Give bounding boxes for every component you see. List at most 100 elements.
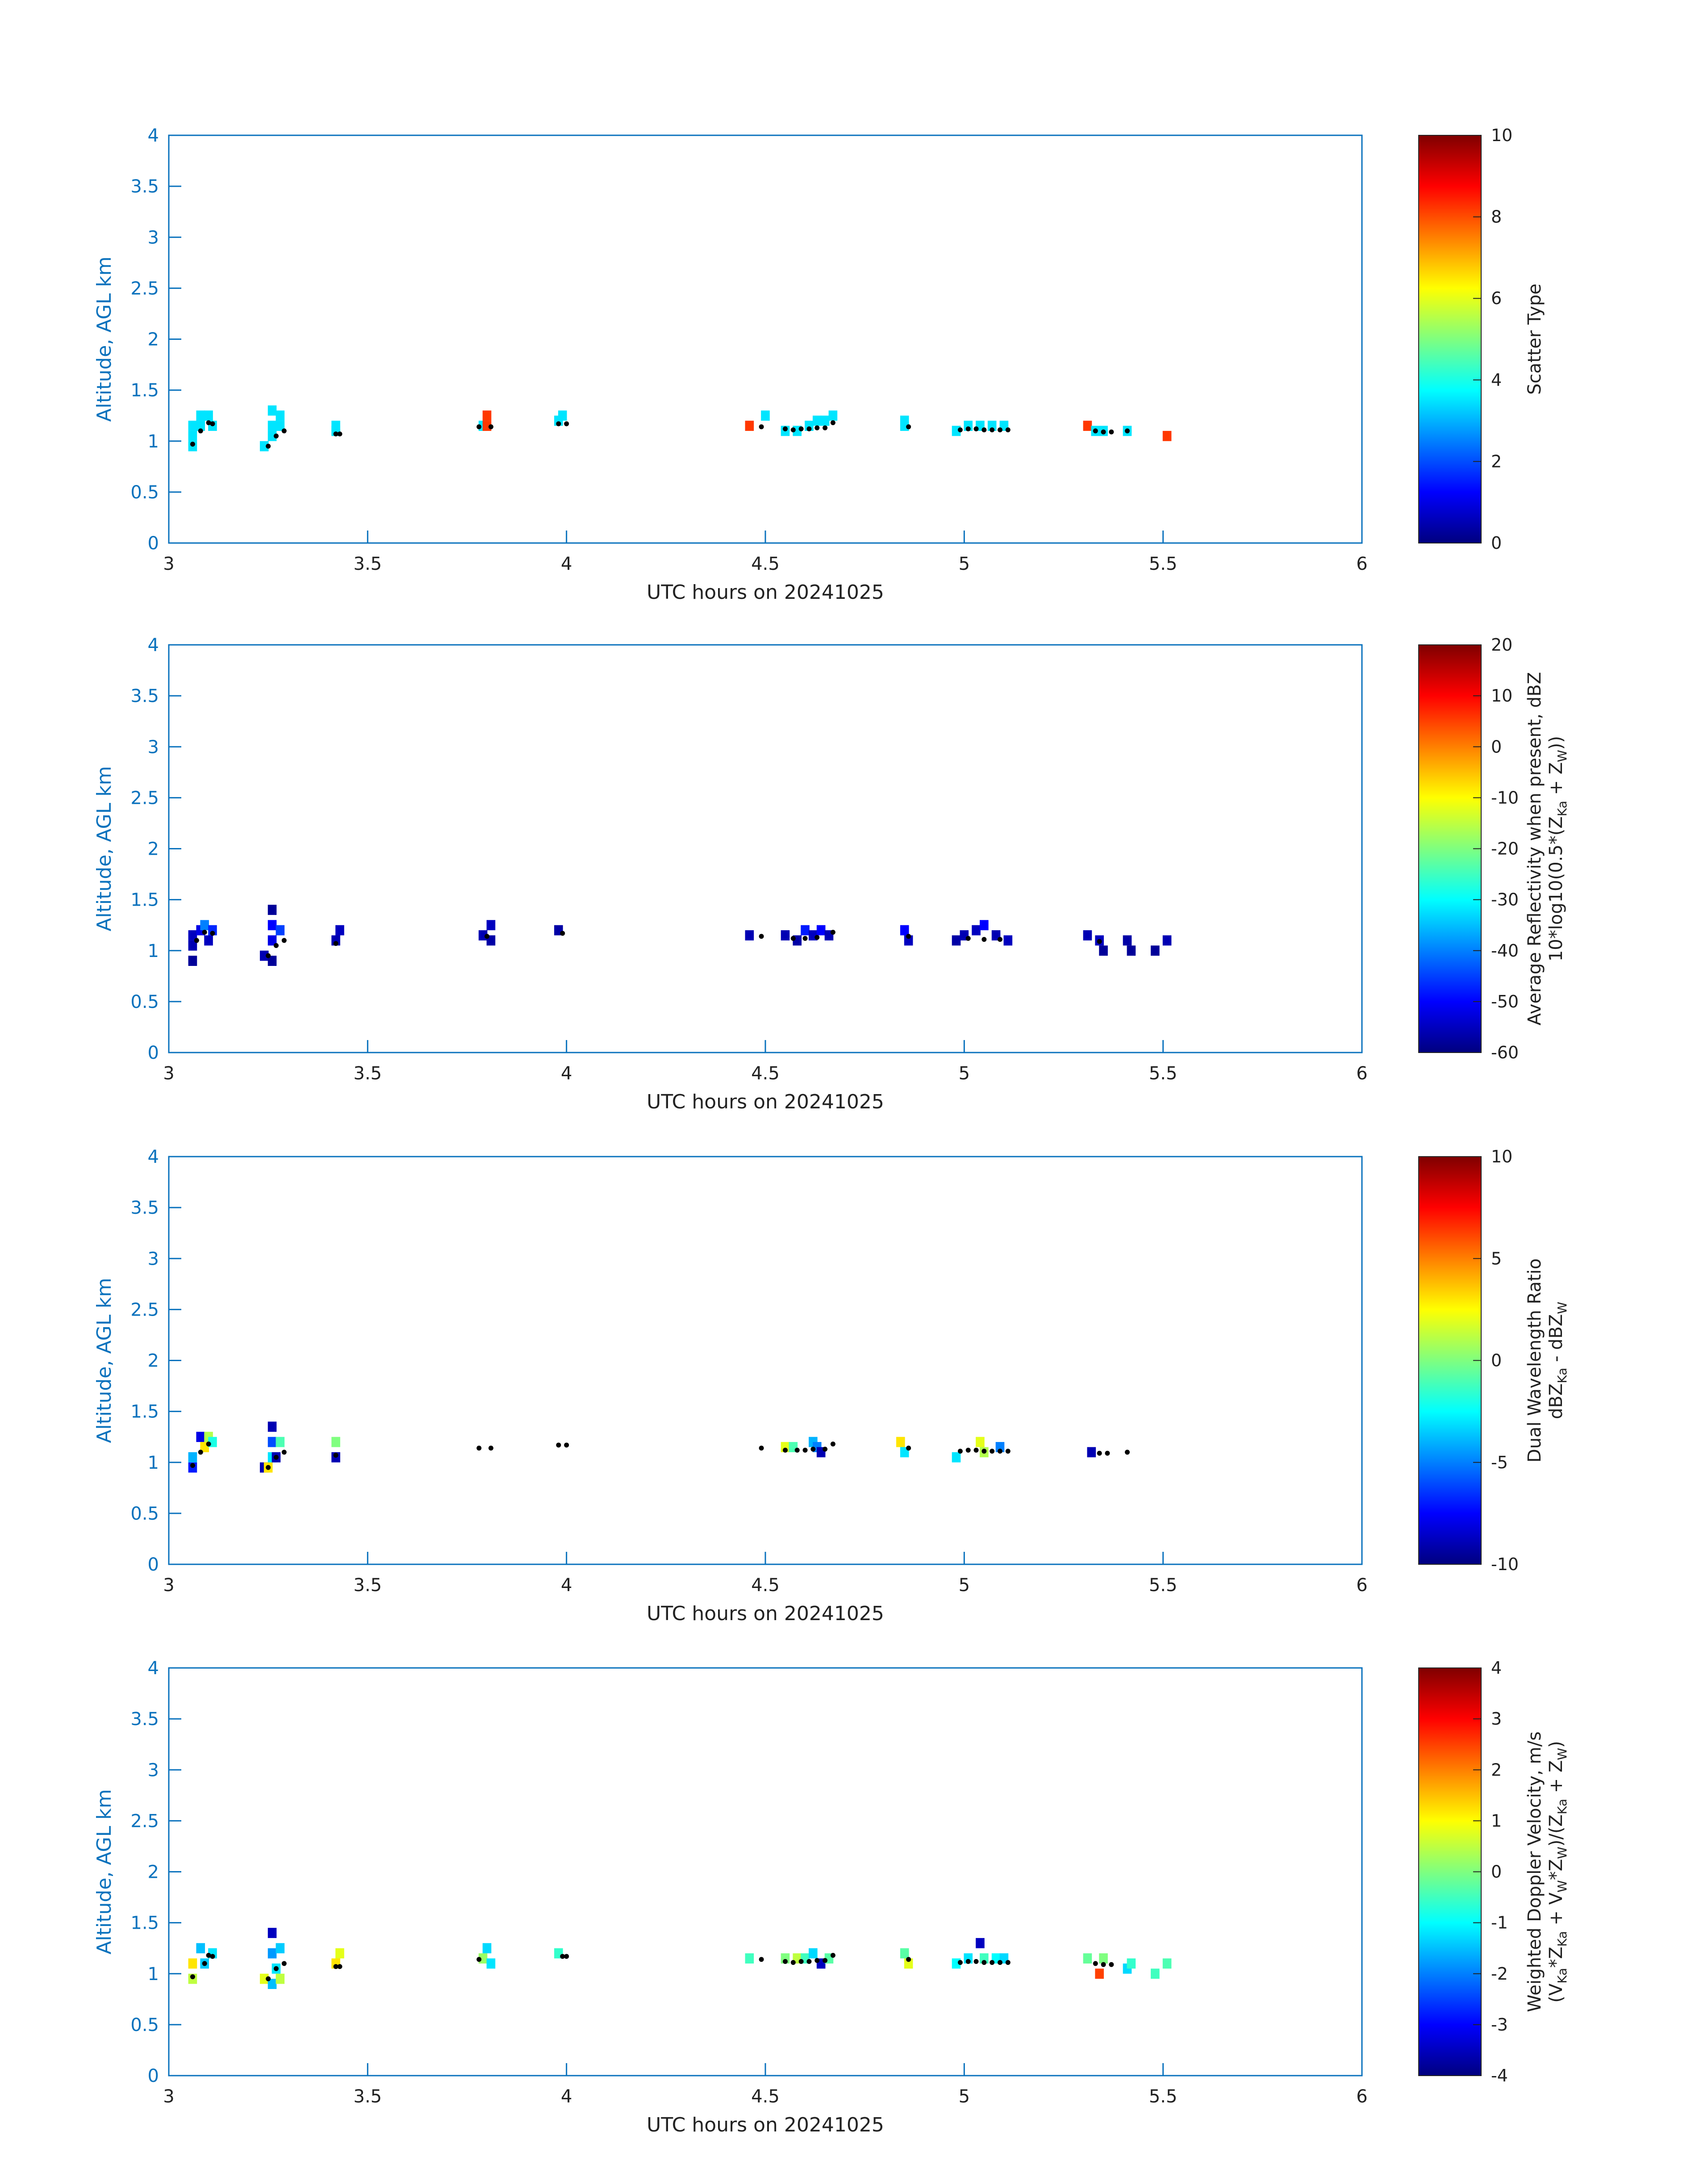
ytick-label: 1.5 — [130, 1913, 159, 1934]
cloud-base-marker — [990, 1449, 995, 1454]
cloud-base-marker — [560, 1954, 565, 1959]
xtick-label: 4.5 — [751, 1063, 780, 1084]
colorbar-tick-label: 4 — [1491, 1658, 1502, 1678]
data-cell — [1162, 430, 1172, 441]
cloud-base-marker — [1093, 1961, 1098, 1966]
cloud-base-marker — [906, 424, 911, 430]
cloud-base-marker — [206, 1953, 211, 1958]
colorbar-tick-label: 1 — [1491, 1811, 1502, 1830]
data-cell — [976, 1938, 985, 1948]
colorbar-tick-label: 10 — [1491, 1147, 1512, 1166]
data-cell — [1083, 930, 1092, 940]
cloud-base-marker — [206, 420, 211, 426]
data-cell — [259, 1973, 269, 1984]
ytick-label: 2.5 — [130, 278, 159, 299]
colorbar-tick-label: -1 — [1491, 1913, 1508, 1933]
cloud-base-marker — [1101, 1962, 1106, 1967]
cloud-base-marker — [333, 941, 338, 946]
data-cell — [204, 410, 213, 421]
data-cell — [267, 1437, 277, 1447]
data-cell — [1099, 945, 1108, 956]
data-cell — [196, 410, 205, 421]
data-cell — [267, 1928, 277, 1938]
cloud-base-marker — [814, 1958, 820, 1963]
cloud-base-marker — [281, 1961, 287, 1966]
data-cell — [331, 1437, 340, 1447]
colorbar-label-line-2: 10*log10(0.5*(ZKa + ZW)) — [1546, 736, 1570, 961]
ytick-label: 3 — [148, 227, 159, 248]
colorbar-tick-label: 3 — [1491, 1709, 1502, 1729]
data-cell — [1127, 1958, 1136, 1969]
data-cell — [196, 1943, 205, 1954]
cloud-base-marker — [198, 1450, 203, 1455]
cloud-base-marker — [281, 938, 287, 943]
cloud-base-marker — [965, 1447, 971, 1453]
xtick-label: 6 — [1356, 1063, 1367, 1084]
data-cell — [816, 925, 826, 936]
data-cell — [976, 1437, 985, 1447]
xtick-label: 6 — [1356, 554, 1367, 574]
xtick-label: 4 — [561, 1063, 572, 1084]
cloud-base-marker — [759, 934, 764, 939]
cloud-base-marker — [190, 442, 195, 447]
cloud-base-marker — [759, 1957, 764, 1962]
cloud-base-marker — [190, 1974, 195, 1980]
cloud-base-marker — [556, 421, 561, 426]
cloud-base-marker — [266, 953, 271, 958]
x-axis-label: UTC hours on 20241025 — [647, 581, 884, 604]
ytick-label: 3.5 — [130, 176, 159, 197]
xtick-label: 4.5 — [751, 554, 780, 574]
cloud-base-marker — [333, 1964, 338, 1969]
xtick-label: 6 — [1356, 1575, 1367, 1596]
cloud-base-marker — [906, 1446, 911, 1451]
x-axis-label: UTC hours on 20241025 — [647, 1091, 884, 1113]
ytick-label: 3.5 — [130, 1198, 159, 1218]
ytick-label: 2 — [148, 1862, 159, 1883]
cloud-base-marker — [1105, 1450, 1110, 1456]
cloud-base-marker — [997, 937, 1002, 942]
xtick-label: 3.5 — [354, 554, 382, 574]
ytick-label: 2.5 — [130, 1300, 159, 1320]
data-cell — [1083, 1953, 1092, 1964]
ytick-label: 2.5 — [130, 788, 159, 808]
colorbar-tick-label: 0 — [1491, 1862, 1502, 1882]
colorbar-tick-label: 0 — [1491, 737, 1502, 756]
data-cell — [1095, 1968, 1104, 1979]
data-cell — [267, 920, 277, 931]
cloud-base-marker — [798, 426, 804, 431]
x-axis-label: UTC hours on 20241025 — [647, 1602, 884, 1625]
data-cell — [900, 1948, 909, 1959]
cloud-base-marker — [1097, 939, 1102, 944]
xtick-label: 4.5 — [751, 2086, 780, 2107]
data-cell — [1127, 945, 1136, 956]
colorbar-tick-label: -30 — [1491, 890, 1519, 910]
colorbar-label-line-2: dBZKa - dBZW — [1546, 1302, 1570, 1419]
cloud-base-marker — [965, 1959, 971, 1964]
colorbar-tick-label: -10 — [1491, 788, 1519, 807]
cloud-base-marker — [830, 420, 835, 426]
colorbar-tick-label: -60 — [1491, 1043, 1519, 1062]
ytick-label: 4 — [148, 1147, 159, 1167]
data-cell — [558, 410, 567, 421]
xtick-label: 5.5 — [1149, 2086, 1178, 2107]
ytick-label: 0.5 — [130, 2015, 159, 2035]
xtick-label: 3 — [163, 1063, 174, 1084]
cloud-base-marker — [564, 421, 569, 426]
colorbar-label-line-1: Average Reflectivity when present, dBZ — [1524, 672, 1545, 1025]
cloud-base-marker — [981, 1960, 987, 1965]
data-cell — [972, 925, 981, 936]
data-cell — [900, 925, 909, 936]
cloud-base-marker — [206, 1442, 211, 1447]
colorbar-tick-label: 5 — [1491, 1249, 1502, 1268]
cloud-base-marker — [1005, 1449, 1011, 1454]
cloud-base-marker — [488, 1446, 493, 1451]
data-cell — [1003, 935, 1013, 946]
data-cell — [1083, 421, 1092, 431]
xtick-label: 5 — [959, 1063, 970, 1084]
cloud-base-marker — [198, 428, 203, 434]
xtick-label: 3 — [163, 554, 174, 574]
xtick-label: 3.5 — [354, 2086, 382, 2107]
xtick-label: 3.5 — [354, 1063, 382, 1084]
cloud-base-marker — [190, 1463, 195, 1468]
cloud-base-marker — [973, 1447, 979, 1453]
